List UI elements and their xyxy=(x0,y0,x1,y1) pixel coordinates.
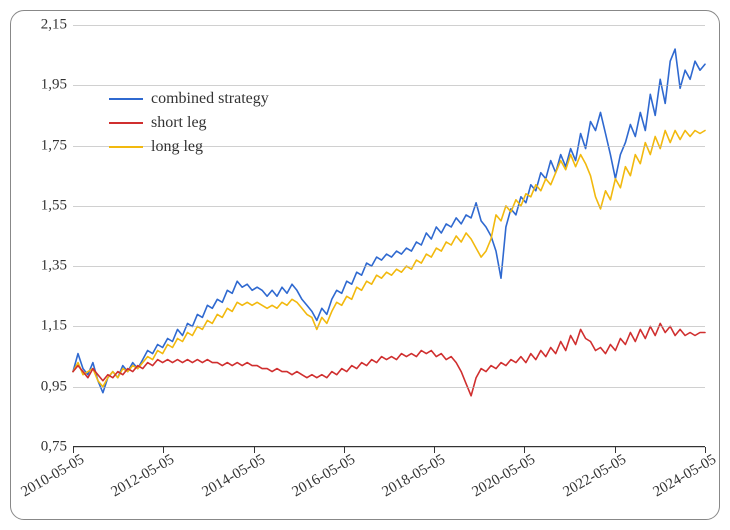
legend-item: combined strategy xyxy=(109,87,269,111)
legend-item: short leg xyxy=(109,111,269,135)
x-tick-mark xyxy=(254,447,255,453)
x-tick-label: 2024-05-05 xyxy=(650,452,719,502)
x-tick-label: 2014-05-05 xyxy=(199,452,268,502)
x-tick-label: 2018-05-05 xyxy=(380,452,449,502)
x-tick-label: 2022-05-05 xyxy=(560,452,629,502)
legend-label: short leg xyxy=(151,114,207,132)
x-tick-label: 2020-05-05 xyxy=(470,452,539,502)
x-tick-mark xyxy=(705,447,706,453)
gridline-h xyxy=(73,387,705,388)
x-tick-mark xyxy=(73,447,74,453)
legend: combined strategy short leg long leg xyxy=(109,87,269,159)
y-tick-label: 1,75 xyxy=(41,137,67,154)
y-tick-label: 1,55 xyxy=(41,197,67,214)
x-tick-mark xyxy=(524,447,525,453)
gridline-h xyxy=(73,266,705,267)
series-long-leg xyxy=(73,131,705,387)
gridline-h xyxy=(73,447,705,448)
y-tick-label: 1,15 xyxy=(41,318,67,335)
legend-label: long leg xyxy=(151,138,203,156)
legend-label: combined strategy xyxy=(151,90,269,108)
gridline-h xyxy=(73,206,705,207)
x-tick-mark xyxy=(344,447,345,453)
gridline-h xyxy=(73,326,705,327)
series-short-leg xyxy=(73,323,705,395)
y-tick-label: 1,95 xyxy=(41,77,67,94)
x-tick-label: 2012-05-05 xyxy=(109,452,178,502)
x-tick-mark xyxy=(615,447,616,453)
legend-swatch xyxy=(109,146,143,148)
x-tick-label: 2016-05-05 xyxy=(289,452,358,502)
chart-frame: 0,75 0,95 1,15 1,35 1,55 1,75 1,95 2,15 2010-05-… xyxy=(10,10,720,520)
x-tick-mark xyxy=(163,447,164,453)
y-tick-label: 0,75 xyxy=(41,439,67,456)
legend-swatch xyxy=(109,122,143,124)
gridline-h xyxy=(73,25,705,26)
x-tick-label: 2010-05-05 xyxy=(18,452,87,502)
y-tick-label: 0,95 xyxy=(41,378,67,395)
legend-swatch xyxy=(109,98,143,100)
legend-item: long leg xyxy=(109,135,269,159)
x-tick-mark xyxy=(434,447,435,453)
y-tick-label: 1,35 xyxy=(41,258,67,275)
y-tick-label: 2,15 xyxy=(41,17,67,34)
